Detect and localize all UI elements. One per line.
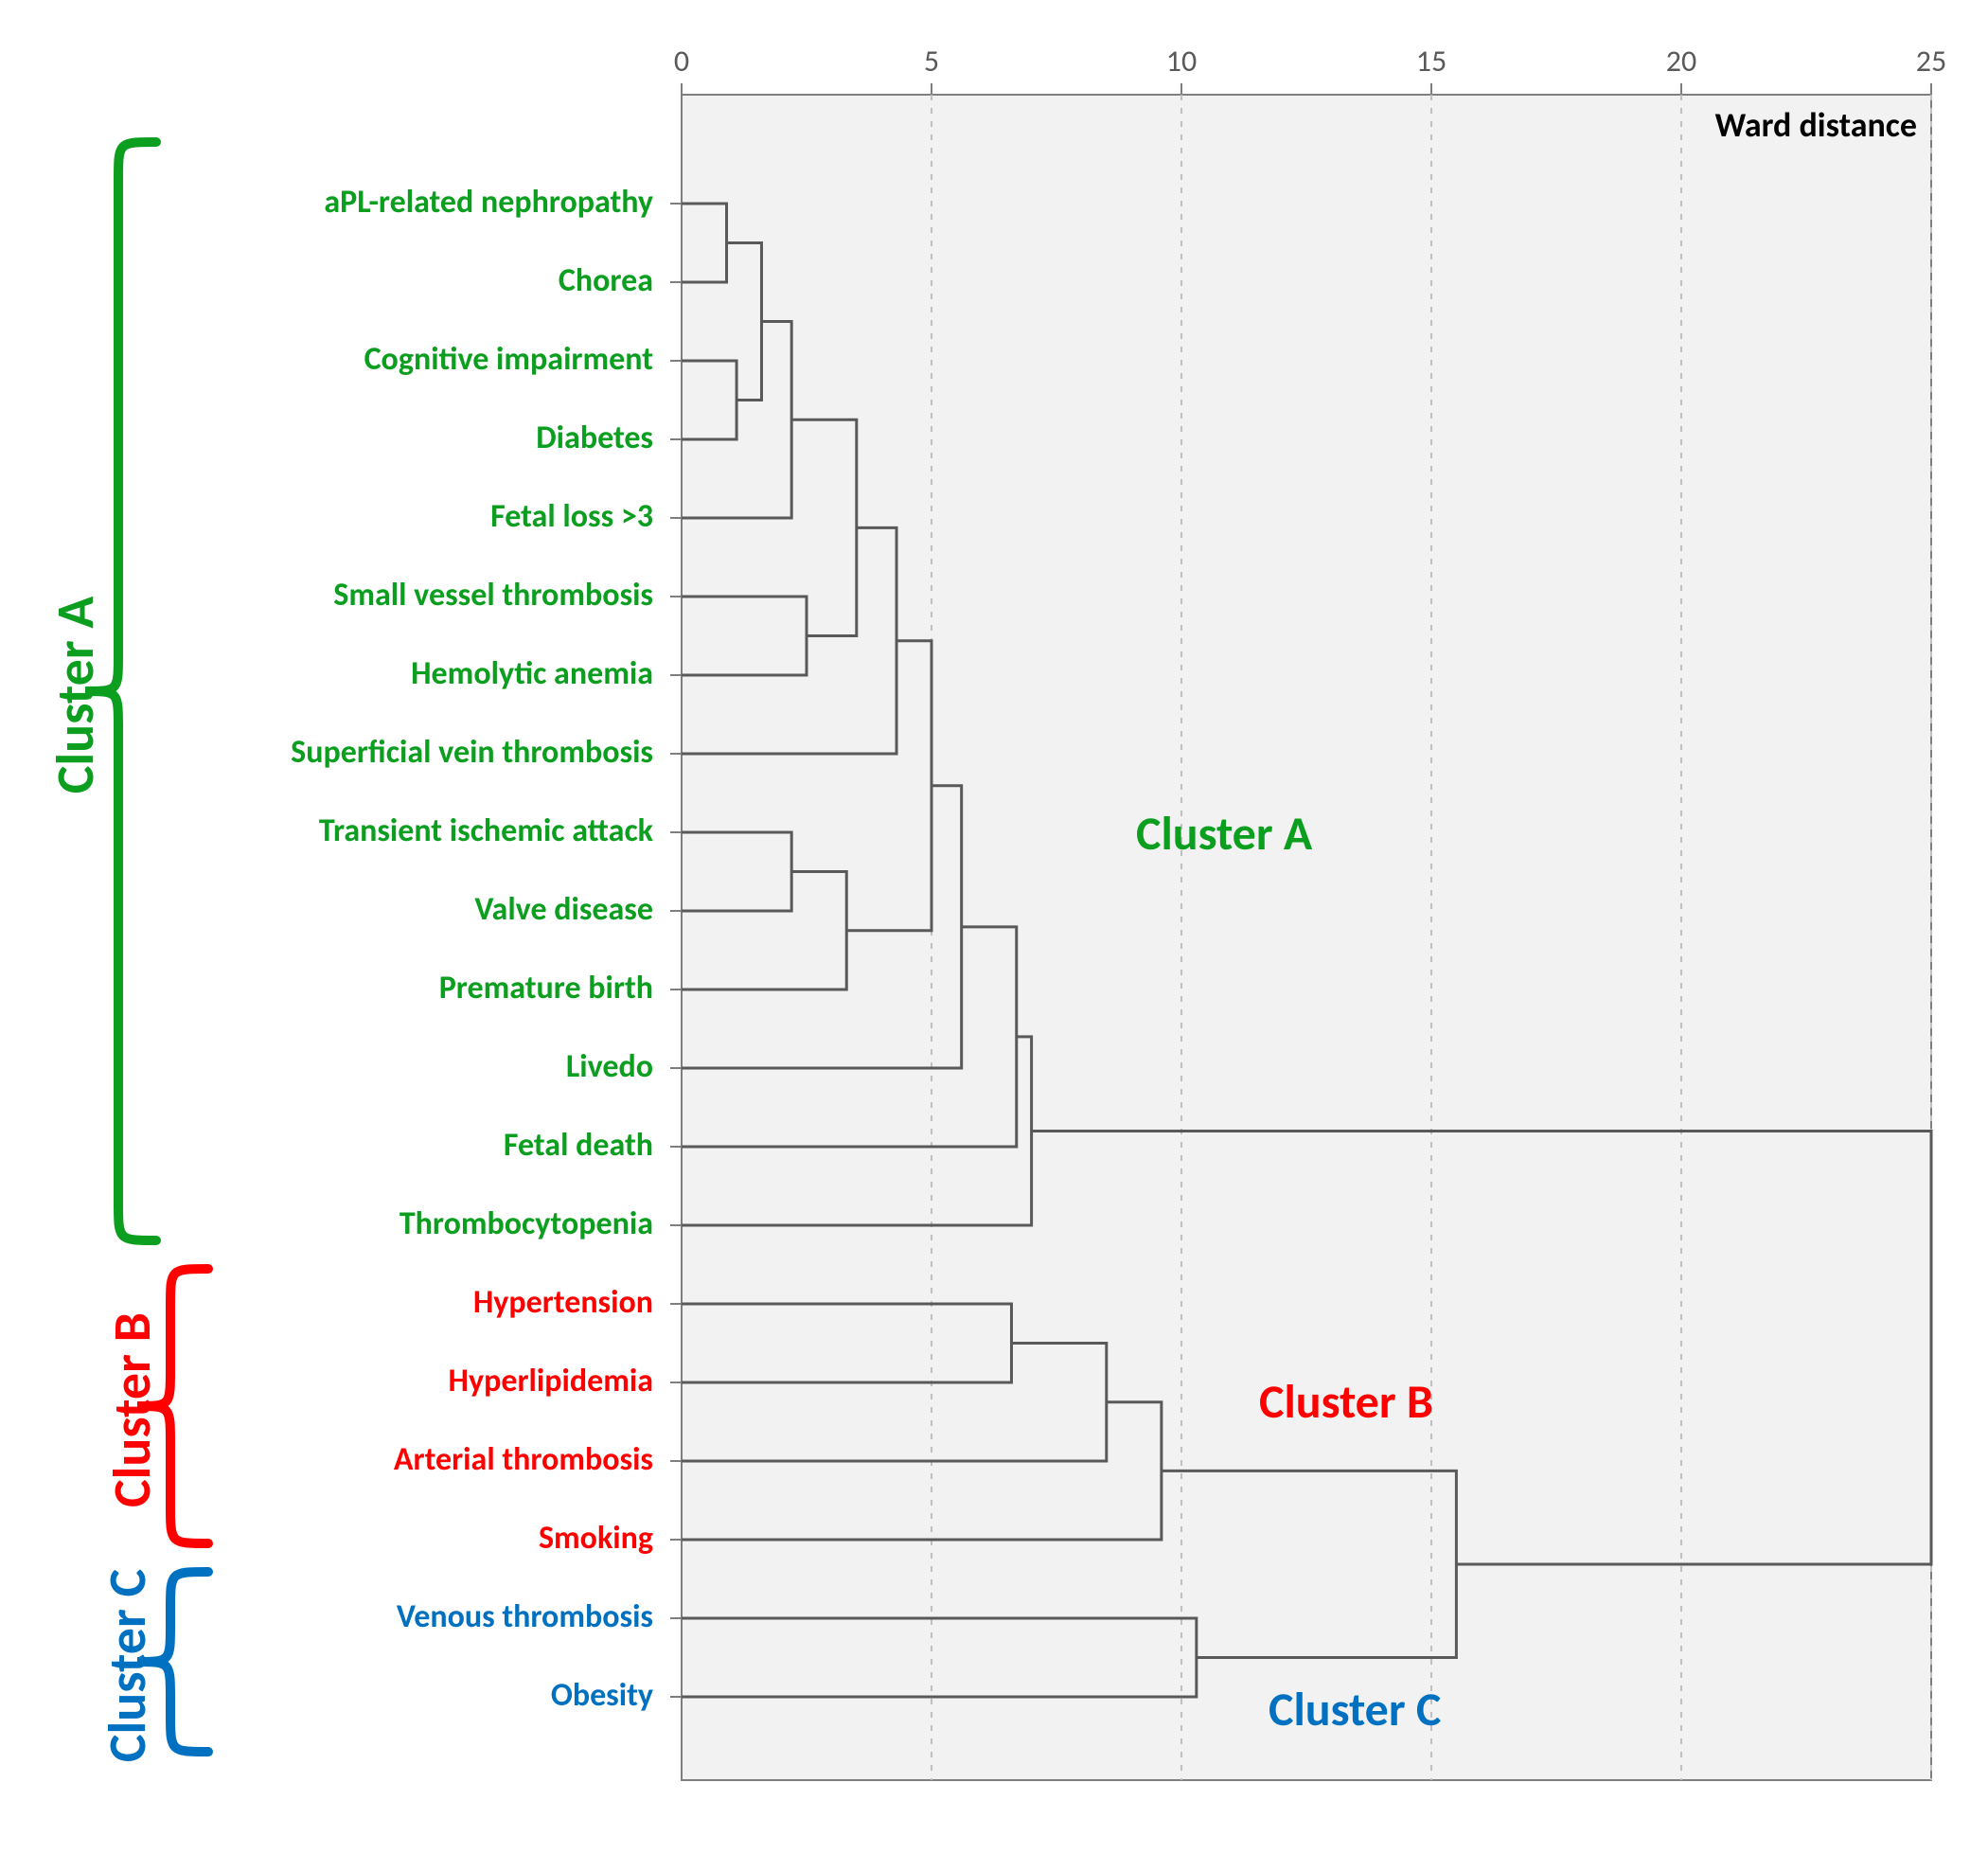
- cluster-title-b: Cluster B: [1259, 1373, 1433, 1431]
- leaf-label: Chorea: [19, 261, 653, 300]
- leaf-label: Small vessel thrombosis: [19, 576, 653, 615]
- plot-area: [682, 95, 1931, 1780]
- axis-tick-label: 10: [1153, 43, 1210, 80]
- leaf-label: Livedo: [19, 1047, 653, 1086]
- leaf-label: Valve disease: [19, 890, 653, 929]
- leaf-label: Transient ischemic attack: [19, 811, 653, 850]
- dendrogram-container: 0 5 10 15 20 25 Ward distance aPL-related nephr…: [19, 19, 1969, 1835]
- leaf-label: Thrombocytopenia: [19, 1204, 653, 1243]
- ward-distance-label: Ward distance: [1715, 104, 1917, 146]
- cluster-title-c: Cluster C: [1269, 1681, 1441, 1738]
- leaf-label: Cognitive impairment: [19, 340, 653, 379]
- cluster-title-a: Cluster A: [1136, 805, 1312, 863]
- cluster-brace-label-c: Cluster C: [96, 1533, 160, 1798]
- leaf-label: Premature birth: [19, 969, 653, 1007]
- leaf-label: Fetal death: [19, 1126, 653, 1165]
- axis-tick-label: 5: [903, 43, 960, 80]
- axis-tick-label: 15: [1403, 43, 1460, 80]
- cluster-brace-label-b: Cluster B: [100, 1277, 165, 1542]
- leaf-label: Hemolytic anemia: [19, 654, 653, 693]
- leaf-label: aPL-related nephropathy: [19, 183, 653, 222]
- axis-tick-label: 0: [653, 43, 710, 80]
- axis-tick-label: 20: [1653, 43, 1710, 80]
- leaf-label: Superficial vein thrombosis: [19, 733, 653, 772]
- leaf-label: Diabetes: [19, 419, 653, 457]
- axis-tick-label: 25: [1903, 43, 1960, 80]
- leaf-label: Fetal loss >3: [19, 497, 653, 536]
- cluster-brace-label-a: Cluster A: [44, 562, 108, 828]
